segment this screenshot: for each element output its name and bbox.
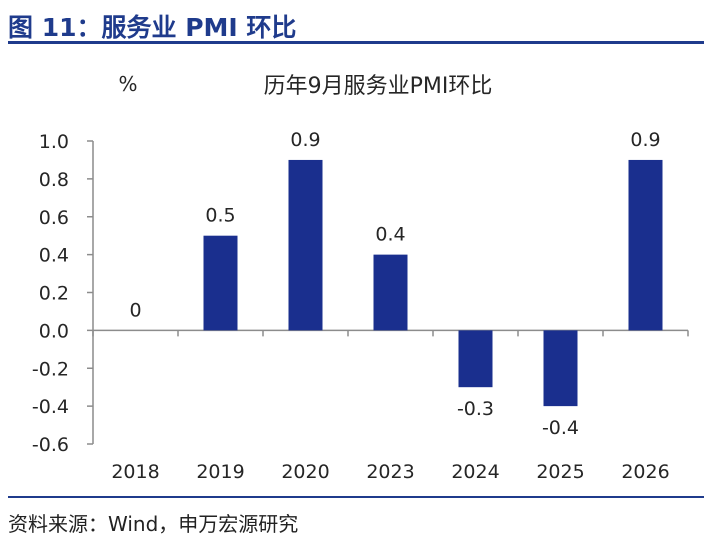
data-label: 0	[129, 299, 141, 321]
plot-area: 1.0 0.8 0.6 0.4 0.2 0.0 -0.2 -0.4 -0.6 0 2018 0.5 20…	[32, 129, 689, 483]
data-label: 0.9	[630, 129, 660, 151]
x-tick-label: 2025	[536, 461, 584, 483]
y-tick-label: -0.6	[32, 434, 69, 456]
bar	[203, 235, 238, 331]
data-label: 0.4	[375, 224, 405, 246]
data-label: -0.4	[542, 417, 579, 439]
data-label: 0.9	[290, 129, 320, 151]
figure-title: 图 11：服务业 PMI 环比	[8, 13, 297, 42]
chart-area: 历年9月服务业PMI环比 % 1.0 0.8 0.6 0.4 0.2 0.0 -0.2 -0.…	[0, 48, 709, 495]
x-tick-label: 2020	[281, 461, 329, 483]
x-tick-label: 2023	[366, 461, 414, 483]
bar-chart: 历年9月服务业PMI环比 % 1.0 0.8 0.6 0.4 0.2 0.0 -0.2 -0.…	[32, 72, 689, 483]
bar	[628, 159, 663, 331]
y-tick-label: 0.8	[39, 169, 69, 191]
chart-title: 历年9月服务业PMI环比	[264, 74, 493, 99]
bar	[288, 159, 323, 331]
data-label: -0.3	[457, 398, 494, 420]
y-tick-label: -0.2	[32, 358, 69, 380]
y-tick-label: 0.2	[39, 283, 69, 305]
bar	[373, 254, 408, 331]
y-tick-label: 1.0	[39, 131, 69, 153]
source-note: 资料来源：Wind，申万宏源研究	[8, 512, 299, 536]
x-tick-label: 2019	[196, 461, 244, 483]
figure-footer: 资料来源：Wind，申万宏源研究	[8, 496, 704, 544]
data-label: 0.5	[205, 205, 235, 227]
y-tick-label: 0.4	[39, 245, 69, 267]
y-tick-label: 0.6	[39, 207, 69, 229]
y-tick-label: -0.4	[32, 396, 69, 418]
x-tick-label: 2026	[621, 461, 669, 483]
bar	[543, 330, 578, 407]
x-tick-label: 2024	[451, 461, 499, 483]
y-axis-unit: %	[118, 72, 137, 96]
x-tick-label: 2018	[111, 461, 159, 483]
bar	[458, 330, 493, 388]
figure-header: 图 11：服务业 PMI 环比	[8, 6, 704, 44]
y-tick-label: 0.0	[39, 320, 69, 342]
